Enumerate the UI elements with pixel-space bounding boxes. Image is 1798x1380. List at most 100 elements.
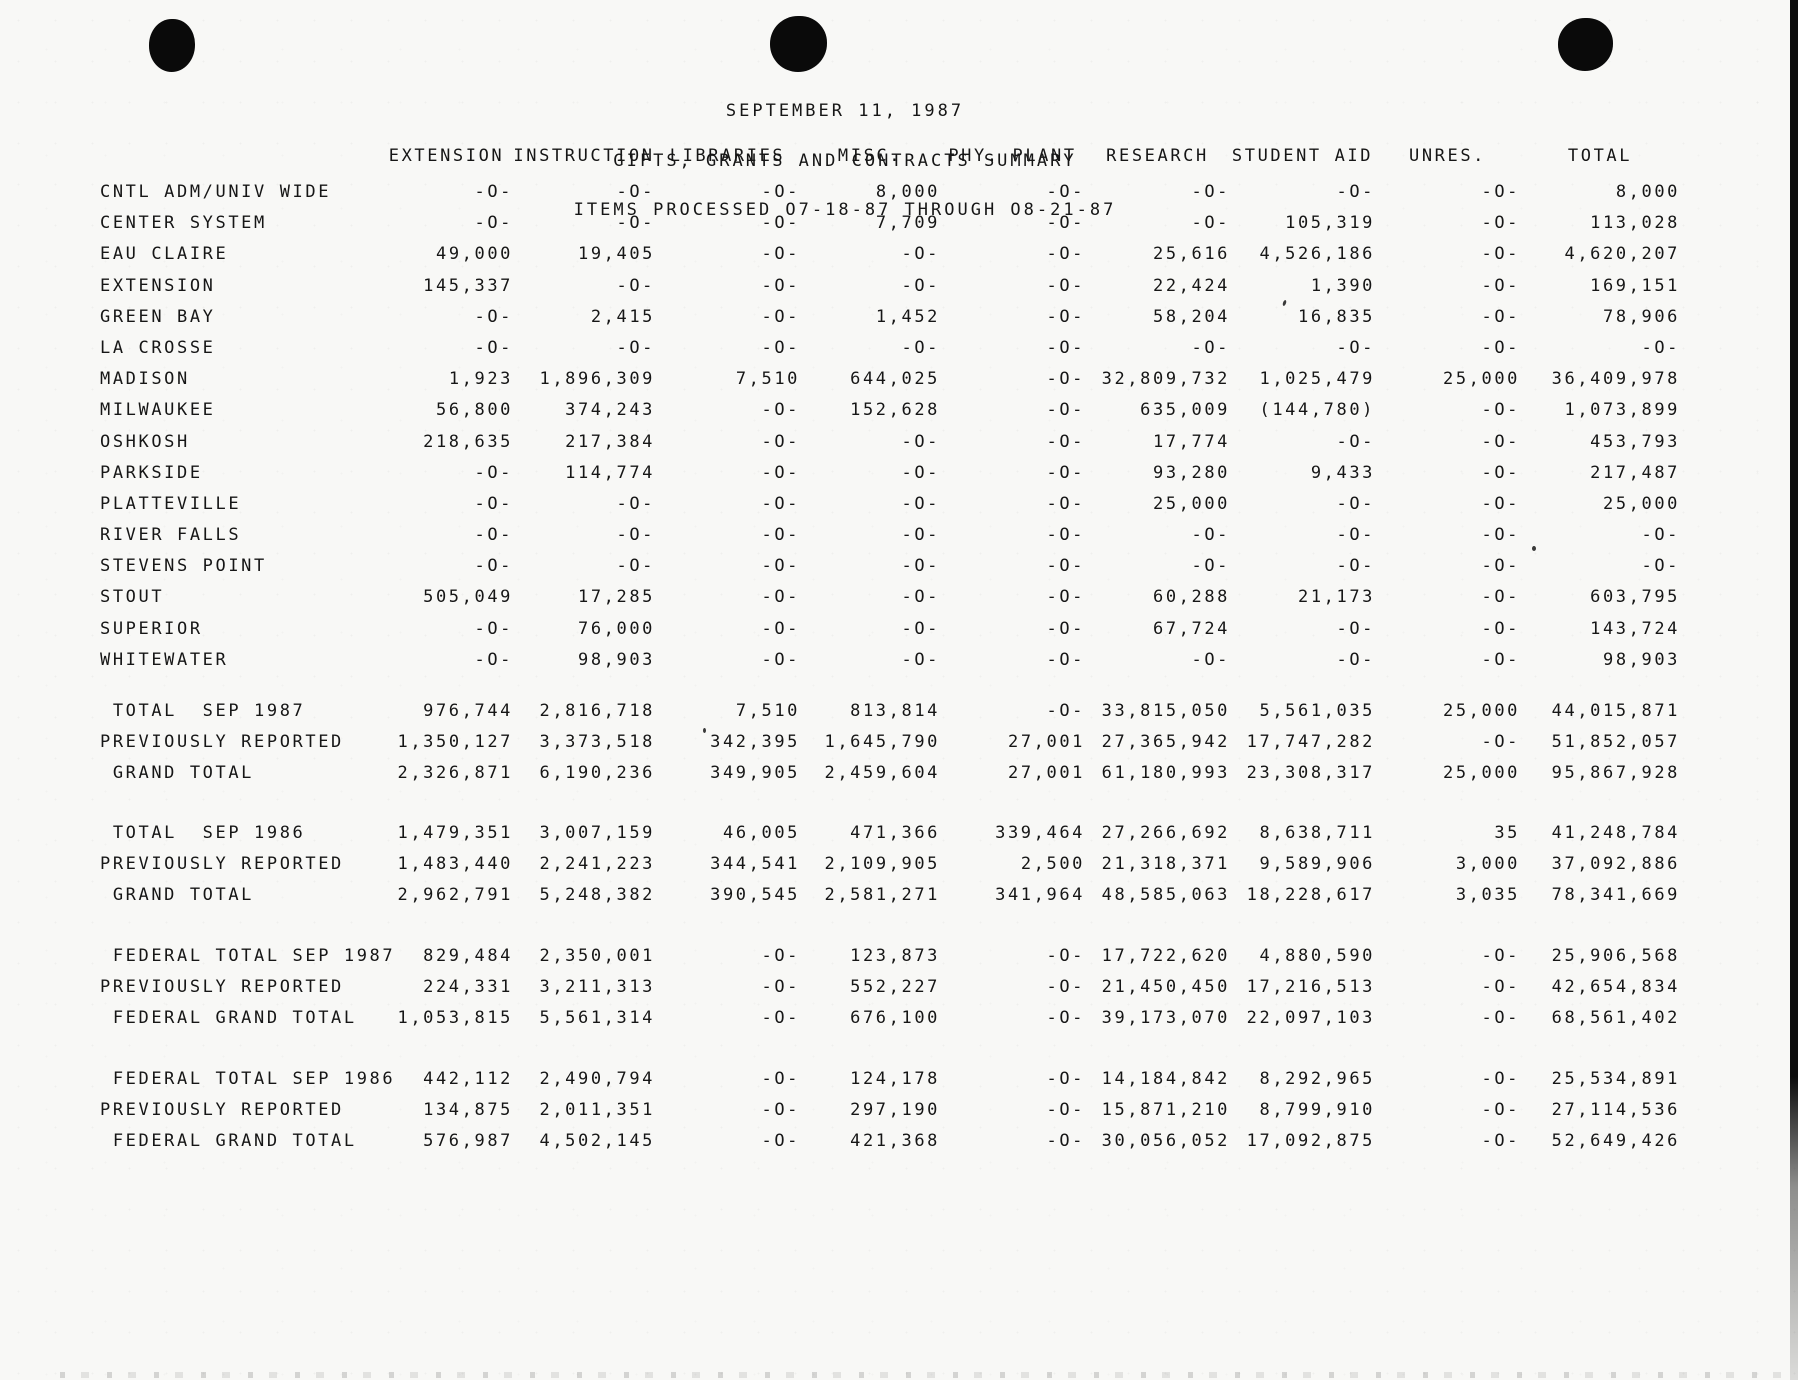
column-header: UNRES. (1408, 146, 1486, 166)
cell-value: 1,896,309 (539, 369, 655, 390)
row-label: GRAND TOTAL (100, 763, 255, 784)
cell-value: 3,035 (1455, 885, 1520, 906)
hole-punch-mark (770, 16, 827, 72)
cell-value: -O- (1481, 587, 1520, 608)
cell-value: -O- (761, 462, 800, 483)
cell-value: -O- (761, 431, 800, 452)
cell-value: -O- (1481, 275, 1520, 296)
cell-value: 1,483,440 (397, 854, 513, 875)
cell-value: -O- (1481, 649, 1520, 670)
cell-value: -O- (1481, 306, 1520, 327)
cell-value: -O- (1481, 337, 1520, 358)
cell-value: 2,500 (1020, 854, 1085, 875)
row-label: SUPERIOR (100, 618, 203, 639)
cell-value: 78,341,669 (1551, 885, 1680, 906)
cell-value: -O- (1046, 244, 1085, 265)
cell-value: -O- (1046, 369, 1085, 390)
table-row: TOTAL SEP 1986 1,479,351 3,007,159 46,005 47… (100, 818, 1680, 849)
cell-value: -O- (1046, 182, 1085, 202)
cell-value: -O- (1191, 649, 1230, 670)
cell-value: -O- (761, 977, 800, 998)
cell-value: -O- (616, 275, 655, 296)
cell-value: 2,459,604 (824, 763, 940, 784)
cell-value: -O- (1336, 649, 1375, 670)
cell-value: -O- (1481, 493, 1520, 514)
row-label: TOTAL SEP 1987 (100, 701, 306, 721)
cell-value: -O- (1336, 431, 1375, 452)
row-label: FEDERAL GRAND TOTAL (100, 1008, 357, 1029)
cell-value: 123,873 (850, 946, 940, 966)
scan-edge-strip (1790, 0, 1798, 1380)
cell-value: -O- (761, 1069, 800, 1089)
cell-value: -O- (761, 649, 800, 670)
cell-value: -O- (1046, 400, 1085, 421)
cell-value: -O- (761, 182, 800, 202)
cell-value: 297,190 (850, 1100, 940, 1121)
cell-value: 7,709 (875, 213, 940, 234)
cell-value: 95,867,928 (1551, 763, 1680, 784)
cell-value: -O- (761, 213, 800, 234)
cell-value: 78,906 (1602, 306, 1680, 327)
cell-value: 505,049 (423, 587, 513, 608)
table-row: FEDERAL TOTAL SEP 1987 829,484 2,350,001 -O… (100, 941, 1680, 972)
cell-value: -O- (474, 306, 513, 327)
cell-value: 124,178 (850, 1069, 940, 1089)
column-header: EXTENSION (388, 146, 505, 166)
cell-value: -O- (1046, 1100, 1085, 1121)
cell-value: -O- (1046, 587, 1085, 608)
cell-value: -O- (1481, 213, 1520, 234)
cell-value: -O- (474, 649, 513, 670)
cell-value: -O- (901, 244, 940, 265)
cell-value: -O- (901, 462, 940, 483)
column-header: PHY. PLANT (948, 146, 1077, 166)
cell-value: 134,875 (423, 1100, 513, 1121)
cell-value: -O- (761, 525, 800, 546)
table-row: FEDERAL TOTAL SEP 1986 442,112 2,490,794 -O… (100, 1064, 1680, 1095)
cell-value: 676,100 (850, 1008, 940, 1029)
row-label: CNTL ADM/UNIV WIDE (100, 182, 332, 202)
federal-sep-1987-section: FEDERAL TOTAL SEP 1987 829,484 2,350,001 -O… (100, 941, 1680, 1035)
cell-value: -O- (901, 587, 940, 608)
table-row: GRAND TOTAL 2,326,871 6,190,236 349,905 2,45… (100, 758, 1680, 789)
table-row: MADISON 1,923 1,896,309 7,510 644,025 -O- 32,8… (100, 364, 1680, 395)
row-label: EAU CLAIRE (100, 244, 229, 265)
campus-rows-section: CNTL ADM/UNIV WIDE -O- -O- -O- 8,000 -O- -O- -O… (100, 177, 1680, 676)
cell-value: 17,722,620 (1101, 946, 1230, 966)
row-label: CENTER SYSTEM (100, 213, 267, 234)
cell-value: 46,005 (722, 823, 800, 843)
table-row: SUPERIOR -O- 76,000 -O- -O- -O- 67,724 -O- -O- 14… (100, 614, 1680, 645)
cell-value: 23,308,317 (1246, 763, 1375, 784)
cell-value: 2,011,351 (539, 1100, 655, 1121)
table-row: MILWAUKEE 56,800 374,243 -O- 152,628 -O- 635,0… (100, 395, 1680, 426)
cell-value: -O- (901, 431, 940, 452)
cell-value: 61,180,993 (1101, 763, 1230, 784)
cell-value: 143,724 (1590, 618, 1680, 639)
cell-value: -O- (761, 275, 800, 296)
row-label-spacer (100, 141, 380, 172)
table-header-row: EXTENSION INSTRUCTION LIBRARIES MISC. PHY. P… (100, 141, 1680, 172)
cell-value: 9,433 (1310, 462, 1375, 483)
row-label: LA CROSSE (100, 337, 216, 358)
cell-value: 218,635 (423, 431, 513, 452)
cell-value: 217,384 (565, 431, 655, 452)
cell-value: -O- (616, 556, 655, 577)
cell-value: -O- (1191, 213, 1230, 234)
cell-value: -O- (1481, 946, 1520, 966)
cell-value: 576,987 (423, 1131, 513, 1152)
table-row: FEDERAL GRAND TOTAL 1,053,815 5,561,314 -O-… (100, 1003, 1680, 1034)
cell-value: 1,073,899 (1564, 400, 1680, 421)
cell-value: 27,365,942 (1101, 732, 1230, 753)
cell-value: -O- (1046, 701, 1085, 721)
cell-value: 98,903 (1602, 649, 1680, 670)
cell-value: 8,638,711 (1259, 823, 1375, 843)
cell-value: 25,000 (1152, 493, 1230, 514)
cell-value: -O- (1046, 556, 1085, 577)
table-row: PARKSIDE -O- 114,774 -O- -O- -O- 93,280 9,433 -O… (100, 458, 1680, 489)
cell-value: -O- (761, 1131, 800, 1152)
cell-value: -O- (1191, 525, 1230, 546)
cell-value: 2,962,791 (397, 885, 513, 906)
cell-value: -O- (761, 337, 800, 358)
cell-value: -O- (1046, 462, 1085, 483)
cell-value: -O- (1191, 337, 1230, 358)
cell-value: -O- (616, 213, 655, 234)
